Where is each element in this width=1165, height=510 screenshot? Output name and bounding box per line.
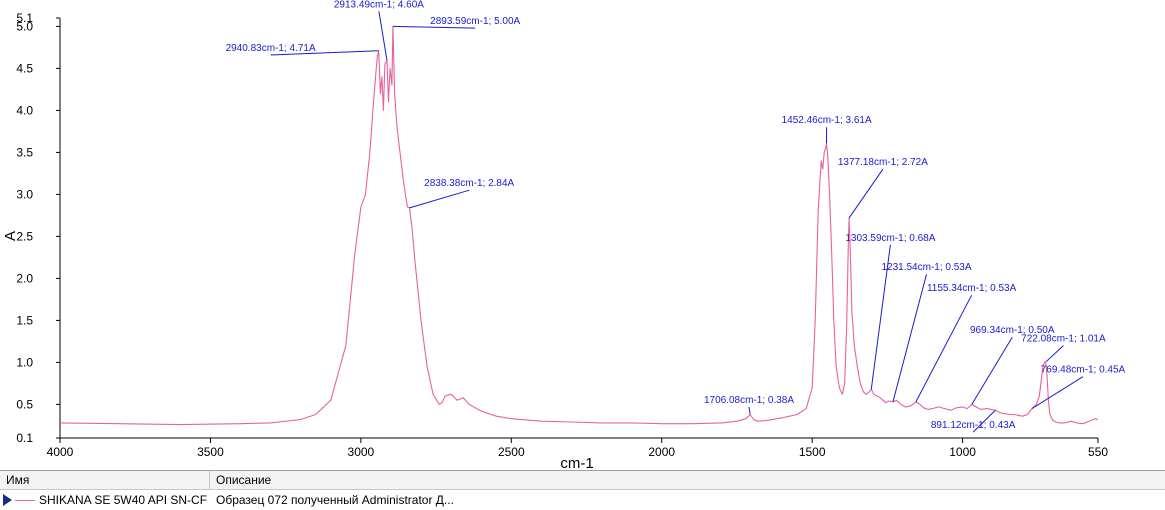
annotation-leader <box>893 274 927 402</box>
legend-row-name: SHIKANA SE 5W40 API SN-CF <box>39 493 207 507</box>
y-axis-ticks: 0.10.51.01.52.02.53.03.54.04.55.05.1 <box>16 11 60 445</box>
x-tick-label: 4000 <box>47 445 74 459</box>
annotation-label: 1155.34cm-1; 0.53A <box>927 283 1017 294</box>
annotation-label: 1377.18cm-1; 2.72A <box>838 157 928 168</box>
legend-header: Имя Описание <box>0 471 1165 490</box>
x-axis-label: cm-1 <box>560 455 593 470</box>
annotation-label: 2940.83cm-1; 4.71A <box>226 43 316 54</box>
annotation-label: 2893.59cm-1; 5.00A <box>430 16 520 27</box>
annotation-leader <box>972 337 1012 404</box>
y-tick-label: 5.1 <box>16 11 33 25</box>
annotation-leader <box>849 169 883 218</box>
legend-panel: Имя Описание SHIKANA SE 5W40 API SN-CF О… <box>0 470 1165 510</box>
y-tick-label: 3.5 <box>16 145 33 159</box>
annotation-leader <box>1046 346 1063 362</box>
y-tick-label: 2.0 <box>16 271 33 285</box>
y-tick-label: 1.5 <box>16 313 33 327</box>
row-pointer-icon <box>3 494 12 506</box>
y-tick-label: 4.0 <box>16 103 33 117</box>
y-tick-label: 0.5 <box>16 397 33 411</box>
y-tick-label: 4.5 <box>16 61 33 75</box>
x-tick-label: 1000 <box>949 445 976 459</box>
annotation-label: 2913.49cm-1; 4.60A <box>334 0 424 10</box>
x-tick-label: 2500 <box>498 445 525 459</box>
annotation-label: 891.12cm-1; 0.43A <box>931 420 1016 431</box>
x-tick-label: 2000 <box>648 445 675 459</box>
series-line <box>60 26 1098 424</box>
annotation-label: 722.08cm-1; 1.01A <box>1021 334 1106 345</box>
annotation-label: 1452.46cm-1; 3.61A <box>782 115 872 126</box>
peak-annotations: 2940.83cm-1; 4.71A 2913.49cm-1; 4.60A 2893… <box>226 0 1126 432</box>
x-tick-label: 550 <box>1088 445 1108 459</box>
legend-column-name[interactable]: Имя <box>0 471 210 489</box>
legend-column-description[interactable]: Описание <box>210 471 271 489</box>
annotation-label: 1706.08cm-1; 0.38A <box>704 395 794 406</box>
annotation-leader <box>379 11 387 60</box>
y-tick-label: 0.1 <box>16 431 33 445</box>
annotation-leader <box>409 190 469 208</box>
spectrum-series <box>60 26 1098 424</box>
y-tick-label: 1.0 <box>16 355 33 369</box>
spectrum-chart: 0.10.51.01.52.02.53.03.54.04.55.05.1 400… <box>0 0 1165 470</box>
annotation-label: 769.48cm-1; 0.45A <box>1041 365 1126 376</box>
x-tick-label: 3500 <box>197 445 224 459</box>
x-tick-label: 3000 <box>348 445 375 459</box>
y-tick-label: 3.0 <box>16 187 33 201</box>
annotation-label: 1303.59cm-1; 0.68A <box>845 233 935 244</box>
annotation-label: 1231.54cm-1; 0.53A <box>881 262 971 273</box>
annotation-label: 2838.38cm-1; 2.84A <box>424 178 514 189</box>
legend-row[interactable]: SHIKANA SE 5W40 API SN-CF Образец 072 по… <box>0 490 1165 510</box>
series-swatch <box>15 500 35 501</box>
y-axis-label: A <box>2 231 19 241</box>
annotation-leader <box>916 295 972 402</box>
legend-row-description: Образец 072 полученный Administrator Д..… <box>210 493 454 507</box>
x-tick-label: 1500 <box>799 445 826 459</box>
annotation-leader <box>749 407 750 415</box>
